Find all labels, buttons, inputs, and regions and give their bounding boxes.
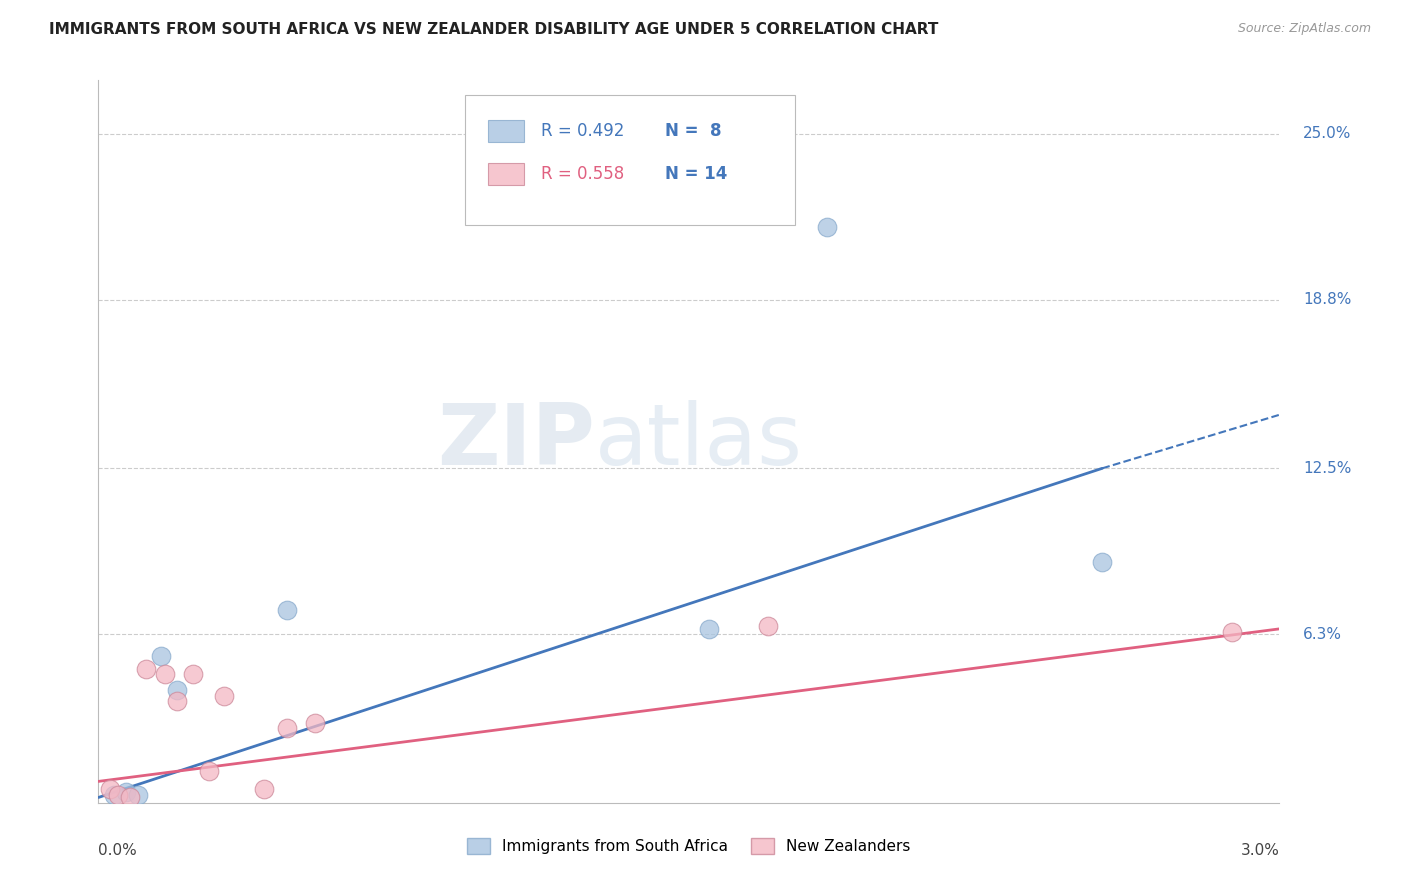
- Point: [181, 667, 204, 681]
- Text: R = 0.558: R = 0.558: [541, 165, 624, 183]
- Point: [756, 619, 779, 633]
- Text: R = 0.492: R = 0.492: [541, 122, 624, 140]
- Point: [103, 788, 125, 802]
- Point: [815, 220, 838, 235]
- Point: [276, 721, 298, 735]
- Text: 3.0%: 3.0%: [1240, 843, 1279, 858]
- Text: IMMIGRANTS FROM SOUTH AFRICA VS NEW ZEALANDER DISABILITY AGE UNDER 5 CORRELATION: IMMIGRANTS FROM SOUTH AFRICA VS NEW ZEAL…: [49, 22, 939, 37]
- FancyBboxPatch shape: [488, 120, 523, 142]
- Text: 25.0%: 25.0%: [1303, 127, 1351, 141]
- Point: [115, 785, 138, 799]
- Point: [197, 764, 219, 778]
- Text: atlas: atlas: [595, 400, 803, 483]
- Text: ZIP: ZIP: [437, 400, 595, 483]
- Point: [127, 788, 149, 802]
- Point: [276, 603, 298, 617]
- Point: [135, 662, 157, 676]
- Point: [697, 622, 720, 636]
- Point: [214, 689, 236, 703]
- Point: [150, 648, 173, 663]
- Point: [155, 667, 177, 681]
- Point: [166, 694, 188, 708]
- Point: [304, 715, 326, 730]
- Point: [107, 788, 129, 802]
- Text: 12.5%: 12.5%: [1303, 461, 1351, 475]
- Text: 0.0%: 0.0%: [98, 843, 138, 858]
- Point: [118, 790, 141, 805]
- Point: [98, 782, 121, 797]
- FancyBboxPatch shape: [488, 163, 523, 185]
- Text: 18.8%: 18.8%: [1303, 293, 1351, 307]
- Point: [1220, 624, 1243, 639]
- FancyBboxPatch shape: [464, 95, 796, 225]
- Point: [1091, 555, 1114, 569]
- Legend: Immigrants from South Africa, New Zealanders: Immigrants from South Africa, New Zealan…: [461, 832, 917, 860]
- Text: Source: ZipAtlas.com: Source: ZipAtlas.com: [1237, 22, 1371, 36]
- Text: N =  8: N = 8: [665, 122, 721, 140]
- Point: [166, 683, 188, 698]
- Text: N = 14: N = 14: [665, 165, 728, 183]
- Text: 6.3%: 6.3%: [1303, 627, 1343, 641]
- Point: [253, 782, 276, 797]
